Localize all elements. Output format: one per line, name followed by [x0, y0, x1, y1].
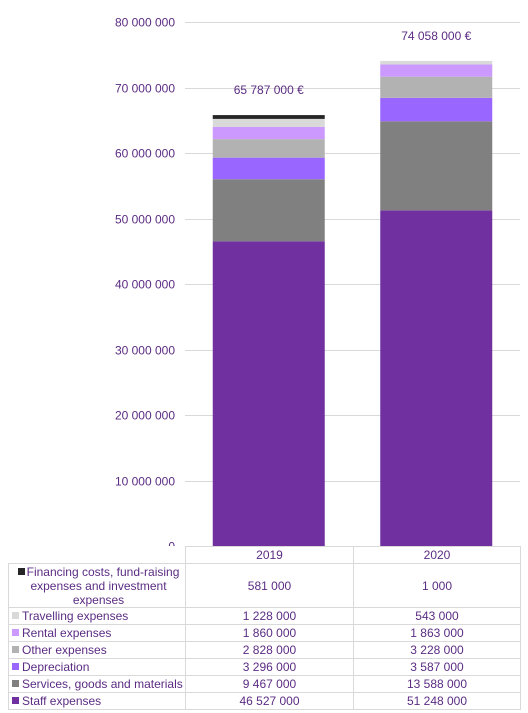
- row-label-other: Other expenses: [8, 641, 186, 659]
- bar-total-labels: 65 787 000 € 74 058 000 €: [234, 29, 472, 97]
- cell-travelling-2019: 1 228 000: [185, 607, 354, 625]
- cell-staff-2019: 46 527 000: [185, 692, 354, 710]
- cell-financing-2019: 581 000: [185, 563, 354, 608]
- cell-staff-2020: 51 248 000: [353, 692, 521, 710]
- bar-segment: [380, 64, 493, 77]
- y-tick-label: 20 000 000: [115, 409, 175, 423]
- row-label-financing: Financing costs, fund-raising expenses a…: [8, 563, 186, 608]
- table-row-travelling: Travelling expenses 1 228 000 543 000: [8, 607, 521, 625]
- cell-other-2019: 2 828 000: [185, 641, 354, 659]
- cell-depreciation-2020: 3 587 000: [353, 658, 521, 676]
- y-tick-label: 10 000 000: [115, 475, 175, 489]
- y-tick-label: 60 000 000: [115, 147, 175, 161]
- bar-segment: [212, 241, 325, 546]
- y-tick-label: 40 000 000: [115, 278, 175, 292]
- bar-segment: [380, 121, 493, 211]
- legend-key-financing: [17, 567, 25, 575]
- bar-segment: [212, 115, 325, 119]
- bar-total-label: 74 058 000 €: [401, 29, 471, 43]
- legend-key-other: [12, 646, 19, 653]
- bar-segment: [212, 118, 325, 127]
- row-label-staff: Staff expenses: [8, 692, 186, 710]
- series-name-travelling: Travelling expenses: [22, 609, 129, 623]
- bar-segment: [380, 76, 493, 98]
- bar-segment: [212, 126, 325, 140]
- row-label-depreciation: Depreciation: [8, 658, 186, 676]
- bar-segment: [380, 97, 493, 122]
- bar-total-label: 65 787 000 €: [234, 83, 304, 97]
- legend-key-services: [12, 680, 19, 687]
- stacked-bar-chart: 0 10 000 000 20 000 000 30 000 000 40 000 00…: [115, 16, 520, 547]
- series-name-financing: Financing costs, fund-raising expenses a…: [26, 564, 180, 607]
- legend-key-travelling: [12, 612, 19, 619]
- bar-segment: [380, 60, 493, 65]
- table-row-services: Services, goods and materials 9 467 000 …: [8, 675, 521, 693]
- y-tick-label: 30 000 000: [115, 344, 175, 358]
- cell-travelling-2020: 543 000: [353, 607, 521, 625]
- series-name-other: Other expenses: [22, 643, 107, 657]
- bar-segment: [212, 179, 325, 242]
- table-row-depreciation: Depreciation 3 296 000 3 587 000: [8, 658, 521, 676]
- y-tick-label: 50 000 000: [115, 213, 175, 227]
- table-row-other: Other expenses 2 828 000 3 228 000: [8, 641, 521, 659]
- category-header-2020: 2020: [353, 546, 521, 564]
- cell-depreciation-2019: 3 296 000: [185, 658, 354, 676]
- y-tick-label: 0: [168, 540, 175, 547]
- series-name-rental: Rental expenses: [22, 626, 112, 640]
- cell-rental-2020: 1 863 000: [353, 624, 521, 642]
- legend-key-rental: [12, 629, 19, 636]
- table-row-rental: Rental expenses 1 860 000 1 863 000: [8, 624, 521, 642]
- cell-rental-2019: 1 860 000: [185, 624, 354, 642]
- bar-segment: [380, 210, 493, 546]
- table-row-financing: Financing costs, fund-raising expenses a…: [8, 563, 521, 608]
- category-header-2019: 2019: [185, 546, 354, 564]
- row-label-travelling: Travelling expenses: [8, 607, 186, 625]
- cell-financing-2020: 1 000: [353, 563, 521, 608]
- table-row-staff: Staff expenses 46 527 000 51 248 000: [8, 692, 521, 710]
- cell-services-2019: 9 467 000: [185, 675, 354, 693]
- legend-key-depreciation: [12, 663, 19, 670]
- row-label-rental: Rental expenses: [8, 624, 186, 642]
- series-name-depreciation: Depreciation: [22, 660, 90, 674]
- data-table: 2019 2020 Financing costs, fund-raising …: [8, 546, 521, 710]
- cell-services-2020: 13 588 000: [353, 675, 521, 693]
- bar-segment: [212, 157, 325, 180]
- series-name-services: Services, goods and materials: [22, 677, 183, 691]
- table-header-row: 2019 2020: [8, 546, 521, 564]
- bar-segment: [212, 139, 325, 158]
- legend-key-staff: [12, 697, 19, 704]
- y-tick-label: 80 000 000: [115, 16, 175, 30]
- series-name-staff: Staff expenses: [22, 694, 102, 708]
- table-corner: [8, 546, 186, 564]
- stacked-bars: [212, 60, 493, 546]
- row-label-services: Services, goods and materials: [8, 675, 186, 693]
- y-tick-label: 70 000 000: [115, 82, 175, 96]
- y-axis-tick-labels: 0 10 000 000 20 000 000 30 000 000 40 000 00…: [115, 16, 175, 547]
- cell-other-2020: 3 228 000: [353, 641, 521, 659]
